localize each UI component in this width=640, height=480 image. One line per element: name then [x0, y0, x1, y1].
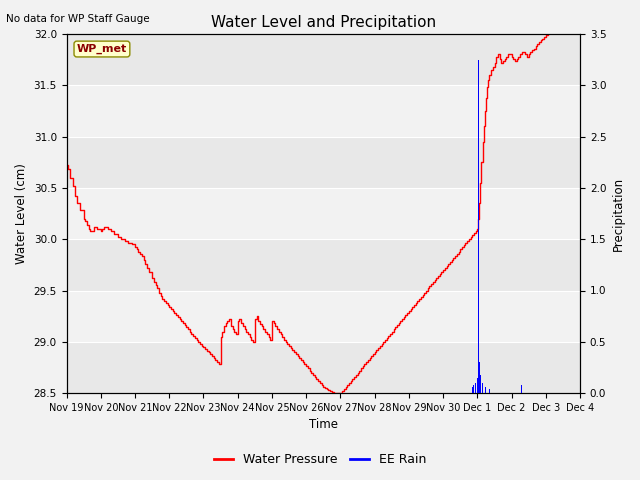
Bar: [67, 85, 580, 137]
X-axis label: Time: Time: [309, 419, 338, 432]
Bar: [478, 60, 479, 393]
Bar: [67, 239, 580, 290]
Bar: [67, 342, 580, 393]
Bar: [482, 383, 483, 393]
Bar: [67, 290, 580, 342]
Title: Water Level and Precipitation: Water Level and Precipitation: [211, 15, 436, 30]
Bar: [479, 362, 480, 393]
Bar: [67, 137, 580, 188]
Bar: [480, 375, 481, 393]
Text: WP_met: WP_met: [77, 44, 127, 54]
Bar: [475, 383, 476, 393]
Y-axis label: Precipitation: Precipitation: [612, 177, 625, 251]
Bar: [485, 387, 486, 393]
Bar: [67, 188, 580, 239]
Bar: [67, 34, 580, 85]
Y-axis label: Water Level (cm): Water Level (cm): [15, 163, 28, 264]
Bar: [472, 387, 473, 393]
Bar: [489, 389, 490, 393]
Text: No data for WP Staff Gauge: No data for WP Staff Gauge: [6, 14, 150, 24]
Bar: [477, 378, 478, 393]
Legend: Water Pressure, EE Rain: Water Pressure, EE Rain: [209, 448, 431, 471]
